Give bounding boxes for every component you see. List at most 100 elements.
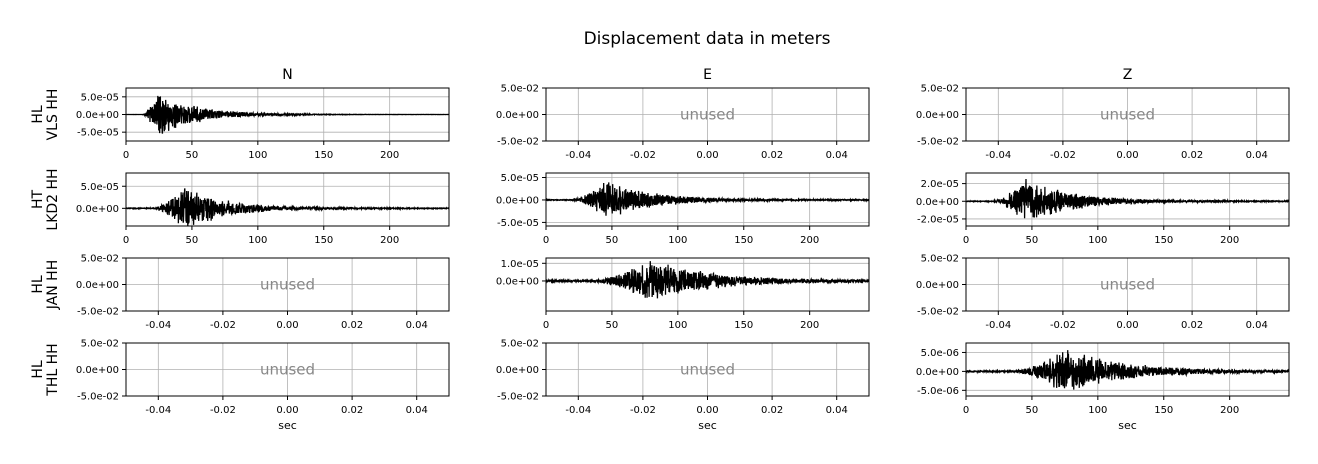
x-tick-label: 100 (668, 235, 687, 246)
waveform-line (966, 178, 1289, 219)
y-tick-label: 0.0e+00 (916, 110, 959, 121)
row-network-label: HT (30, 190, 46, 210)
x-tick-label: 0.00 (276, 320, 298, 331)
y-tick-label: 5.0e-05 (501, 173, 539, 184)
y-tick-label: 0.0e+00 (496, 365, 539, 376)
x-tick-label: 150 (314, 235, 333, 246)
y-tick-label: 5.0e-05 (81, 92, 119, 103)
y-tick-label: -5.0e-02 (917, 137, 959, 148)
y-tick-label: 5.0e-02 (921, 84, 959, 95)
y-tick-label: -2.0e-05 (917, 214, 959, 225)
panel-thl-hh-e: unused -0.04 -0.02 0.00 0.02 0.04 -5.0e-02 0.0e… (496, 339, 870, 416)
y-tick-label: 0.0e+00 (76, 110, 119, 121)
x-tick-label: 0.00 (696, 150, 718, 161)
y-tick-label: 0.0e+00 (916, 197, 959, 208)
unused-label: unused (680, 106, 735, 124)
panel-vls-hh-z: unused -0.04 -0.02 0.00 0.02 0.04 -5.0e-02 0.0e… (916, 84, 1290, 161)
x-tick-label: 150 (314, 150, 333, 161)
x-tick-label: -0.02 (630, 150, 656, 161)
y-tick-label: 0.0e+00 (76, 365, 119, 376)
y-tick-label: -5.0e-05 (497, 218, 539, 229)
x-axis-label: sec (278, 419, 297, 432)
x-tick-label: -0.02 (210, 320, 236, 331)
axes-frame (125, 172, 450, 227)
unused-label: unused (260, 276, 315, 294)
y-tick-label: 5.0e-06 (921, 348, 959, 359)
y-tick-label: 5.0e-05 (81, 182, 119, 193)
panel-jan-hh-z: unused -0.04 -0.02 0.00 0.02 0.04 -5.0e-02 0.0e… (916, 254, 1290, 331)
waveform-line (546, 182, 869, 216)
y-tick-label: 0.0e+00 (76, 204, 119, 215)
x-tick-label: 0.04 (1246, 150, 1268, 161)
unused-label: unused (260, 361, 315, 379)
x-tick-label: 100 (248, 150, 267, 161)
x-tick-label: 200 (380, 150, 399, 161)
row-label-0: HL VLS HH (30, 89, 61, 141)
row-network-label: HL (30, 275, 46, 294)
x-tick-label: 0 (123, 235, 129, 246)
x-tick-label: 0 (543, 320, 549, 331)
row-network-label: HL (30, 360, 46, 379)
x-tick-label: 100 (1088, 405, 1107, 416)
row-label-3: HL THL HH (30, 343, 61, 396)
x-tick-label: 0 (123, 150, 129, 161)
x-tick-label: 50 (186, 235, 199, 246)
x-tick-label: -0.02 (1050, 320, 1076, 331)
row-station-label: JAN HH (45, 260, 61, 310)
x-tick-label: 0.02 (761, 405, 783, 416)
x-tick-label: 0.04 (1246, 320, 1268, 331)
x-tick-label: 0.00 (276, 405, 298, 416)
unused-label: unused (680, 361, 735, 379)
x-tick-label: 150 (1154, 405, 1173, 416)
y-tick-label: -5.0e-02 (77, 307, 119, 318)
panel-vls-hh-n: 0 50 100 150 200 -5.0e-05 0.0e+00 5.0e-05 (76, 87, 450, 161)
x-tick-label: 0.02 (1181, 150, 1203, 161)
y-tick-label: -5.0e-06 (917, 386, 959, 397)
x-tick-label: 150 (734, 235, 753, 246)
y-tick-label: 0.0e+00 (496, 110, 539, 121)
x-tick-label: 0.02 (341, 320, 363, 331)
column-title-e: E (703, 67, 712, 83)
panel-lkd2-hh-e: 0 50 100 150 200 -5.0e-05 0.0e+00 5.0e-05 (496, 172, 870, 246)
x-tick-label: 150 (1154, 235, 1173, 246)
x-tick-label: -0.04 (145, 320, 171, 331)
waveform-line (546, 261, 869, 299)
y-tick-label: -5.0e-02 (917, 307, 959, 318)
row-label-1: HT LKD2 HH (30, 168, 61, 230)
x-tick-label: 50 (1026, 405, 1039, 416)
waveform-line (966, 350, 1289, 390)
y-tick-label: 5.0e-02 (501, 84, 539, 95)
x-tick-label: 0.02 (761, 150, 783, 161)
y-tick-label: 0.0e+00 (916, 280, 959, 291)
y-tick-label: -5.0e-05 (77, 128, 119, 139)
x-tick-label: 200 (800, 320, 819, 331)
x-tick-label: 0.00 (1116, 150, 1138, 161)
axes-frame (965, 172, 1290, 227)
y-tick-label: 5.0e-02 (81, 339, 119, 350)
x-tick-label: 0 (543, 235, 549, 246)
y-tick-label: 5.0e-02 (501, 339, 539, 350)
row-station-label: LKD2 HH (45, 168, 61, 230)
x-tick-label: 0 (963, 235, 969, 246)
waveform-line (126, 95, 449, 134)
x-tick-label: 0.04 (826, 150, 848, 161)
y-tick-label: 0.0e+00 (496, 276, 539, 287)
x-tick-label: -0.04 (985, 320, 1011, 331)
column-title-z: Z (1123, 67, 1133, 83)
y-tick-label: -5.0e-02 (497, 392, 539, 403)
x-tick-label: 150 (734, 320, 753, 331)
x-axis-label: sec (698, 419, 717, 432)
row-station-label: THL HH (45, 343, 61, 396)
row-label-2: HL JAN HH (30, 260, 61, 310)
figure-title: Displacement data in meters (584, 29, 831, 49)
x-tick-label: 0.04 (826, 405, 848, 416)
y-tick-label: 0.0e+00 (76, 280, 119, 291)
y-tick-label: 5.0e-02 (921, 254, 959, 265)
unused-label: unused (1100, 276, 1155, 294)
x-tick-label: 50 (606, 320, 619, 331)
y-tick-label: 1.0e-05 (501, 259, 539, 270)
y-tick-label: 5.0e-02 (81, 254, 119, 265)
x-tick-label: 0.00 (696, 405, 718, 416)
